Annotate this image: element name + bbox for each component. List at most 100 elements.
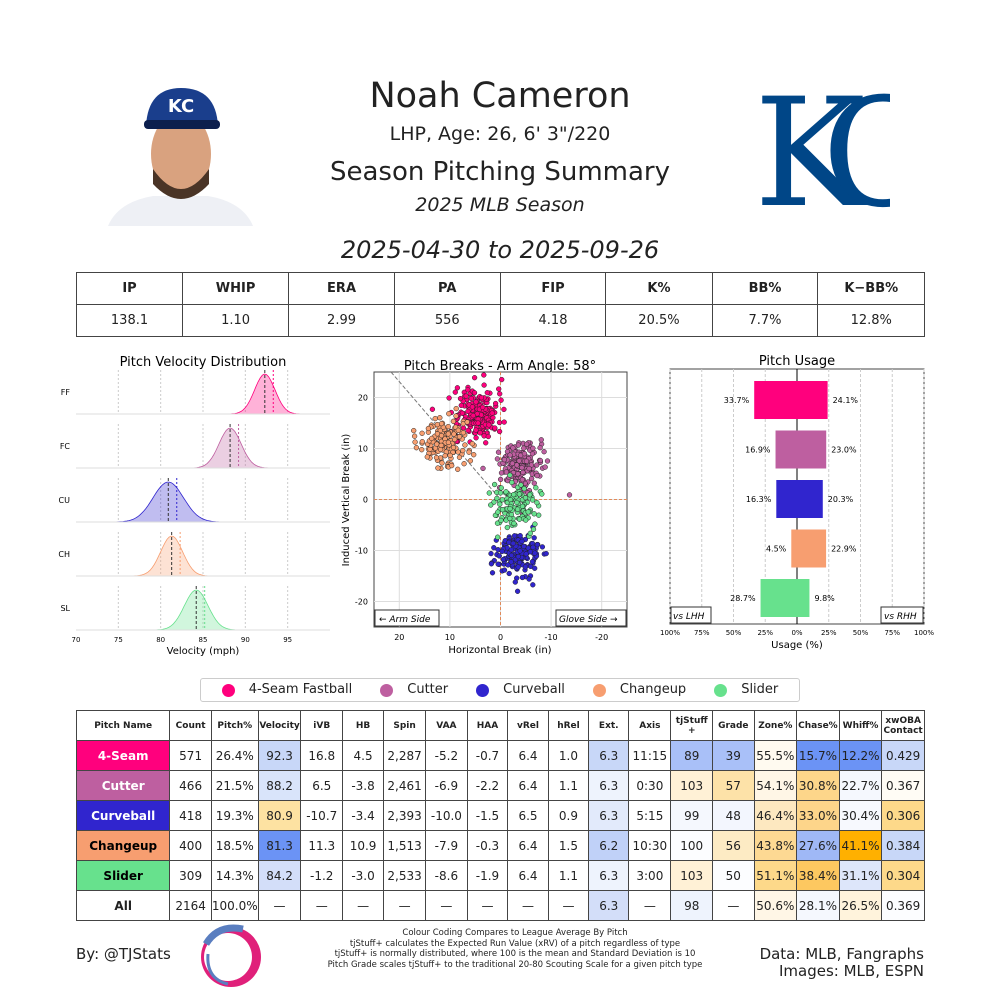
legend-label: 4-Seam Fastball: [248, 682, 353, 697]
pitch-point-FF: [496, 428, 503, 435]
pitch-point-SL: [491, 481, 498, 488]
pitch-point-CU: [522, 564, 529, 570]
vs-rhh-box: [880, 606, 924, 624]
pitch-point-CH: [446, 411, 452, 417]
chart-title: Pitch Usage: [759, 354, 835, 369]
author-credit: By: @TJStats: [76, 945, 171, 963]
pitch-point-FF: [454, 385, 461, 391]
metric-cell: 89: [670, 740, 714, 771]
column-header: xwOBA Contact: [881, 710, 925, 741]
pitch-point-CH: [425, 425, 432, 432]
pitch-point-CU: [500, 556, 507, 563]
metric-cell: 418: [169, 800, 212, 831]
x-tick: 70: [72, 636, 81, 644]
pitch-point-CU: [529, 559, 536, 565]
pitch-point-FC: [537, 445, 543, 451]
metric-cell: -1.9: [466, 860, 509, 891]
report-title: Season Pitching Summary: [329, 157, 671, 187]
pitch-point-CU: [532, 550, 538, 556]
column-header: Chase%: [796, 710, 840, 741]
pitch-point-CU: [488, 550, 494, 557]
pitch-point-FC: [520, 469, 526, 476]
metric-cell: 6.4: [507, 770, 549, 801]
pitch-point-CH: [450, 444, 457, 451]
pitch-point-CU: [521, 543, 527, 550]
metric-cell: 2,461: [383, 770, 427, 801]
metric-cell: 6.4: [507, 860, 549, 891]
chart-title: Pitch Breaks - Arm Angle: 58°: [404, 359, 596, 374]
pitch-point-CU: [488, 561, 495, 567]
footnotes: Colour Coding Compares to League Average…: [300, 928, 730, 970]
pitch-point-CU: [527, 549, 533, 555]
pitch-point-FF: [452, 389, 458, 395]
pitch-point-SL: [527, 530, 533, 536]
pitch-point-FC: [534, 462, 540, 468]
row-label: SL: [60, 604, 70, 613]
pitch-point-SL: [536, 512, 542, 518]
metric-cell: —: [300, 890, 344, 921]
x-axis-label: Velocity (mph): [167, 646, 240, 657]
pitch-point-CH: [411, 427, 417, 434]
usage-label-rhh: 20.3%: [828, 495, 854, 504]
pitch-point-CH: [469, 441, 475, 447]
metric-cell: -5.2: [425, 740, 468, 771]
pitch-point-CH: [471, 452, 477, 458]
stat-header: WHIP: [182, 272, 290, 305]
usage-bar-rhh-FF: [797, 381, 828, 419]
metric-cell: 98: [670, 890, 714, 921]
pitch-name-cell: Slider: [75, 860, 171, 891]
usage-bar-rhh-FC: [797, 430, 827, 469]
pitch-point-FF: [478, 395, 485, 401]
pitch-point-FC: [521, 451, 528, 457]
pitch-point-CU: [506, 570, 512, 577]
column-header: Pitch%: [210, 710, 259, 741]
metric-cell: 100: [670, 830, 714, 861]
legend-item-CU: Curveball: [476, 679, 565, 701]
metric-cell: 16.8: [300, 740, 344, 771]
stat-value: 4.18: [499, 304, 607, 337]
pitch-point-SL: [530, 526, 537, 532]
metric-cell: 4.5: [342, 740, 385, 771]
metric-cell: 571: [169, 740, 212, 771]
y-tick: -20: [355, 598, 368, 607]
x-axis-label: Usage (%): [771, 640, 823, 651]
pitch-point-SL: [514, 499, 520, 506]
y-axis-label: Induced Vertical Break (in): [341, 434, 352, 567]
usage-bar-rhh-SL: [797, 579, 810, 617]
table-row: 4-Seam 571 26.4% 92.3 16.8 4.5 2,287 -5.2 -0.7 6.…: [75, 740, 925, 771]
pitch-point-SL: [522, 495, 529, 501]
column-header: Grade: [712, 710, 755, 741]
table-row: Changeup 400 18.5% 81.3 11.3 10.9 1,513 -7.9 -0.…: [75, 830, 925, 861]
legend-item-CH: Changeup: [592, 679, 686, 701]
metric-cell: 92.3: [257, 740, 302, 771]
pitch-point-SL: [514, 506, 521, 512]
usage-bar-lhh-CH: [791, 529, 797, 568]
pitch-point-CU: [516, 559, 523, 566]
date-range: 2025-04-30 to 2025-09-26: [340, 236, 660, 264]
x-tick: 95: [283, 636, 292, 644]
column-header: Axis: [628, 710, 672, 741]
metric-cell: -1.5: [466, 800, 509, 831]
pitch-point-SL: [532, 521, 538, 527]
pitch-point-FF: [471, 390, 478, 396]
footnote-line: Colour Coding Compares to League Average…: [402, 928, 628, 938]
pitch-point-CH: [453, 405, 459, 412]
pitch-point-SL: [519, 503, 526, 509]
metric-cell: -6.9: [425, 770, 468, 801]
legend-marker: [221, 683, 235, 697]
pitch-name-cell: Cutter: [75, 770, 171, 801]
metric-cell: 0.384: [881, 830, 925, 861]
pitch-point-SL: [531, 511, 537, 517]
x-tick: 25%: [821, 629, 837, 637]
pitch-point-CU: [530, 582, 536, 588]
pitch-point-CH: [455, 427, 461, 433]
metric-cell: 50: [712, 860, 755, 891]
metric-cell: 6.3: [588, 800, 630, 831]
stat-header: ERA: [288, 272, 395, 305]
pitch-point-CH: [442, 453, 448, 459]
pitch-point-CH: [461, 461, 467, 467]
metric-cell: -10.7: [300, 800, 344, 831]
metric-cell: 6.4: [507, 830, 549, 861]
usage-bar-rhh-CU: [797, 480, 823, 518]
pitch-point-FF: [484, 390, 490, 396]
